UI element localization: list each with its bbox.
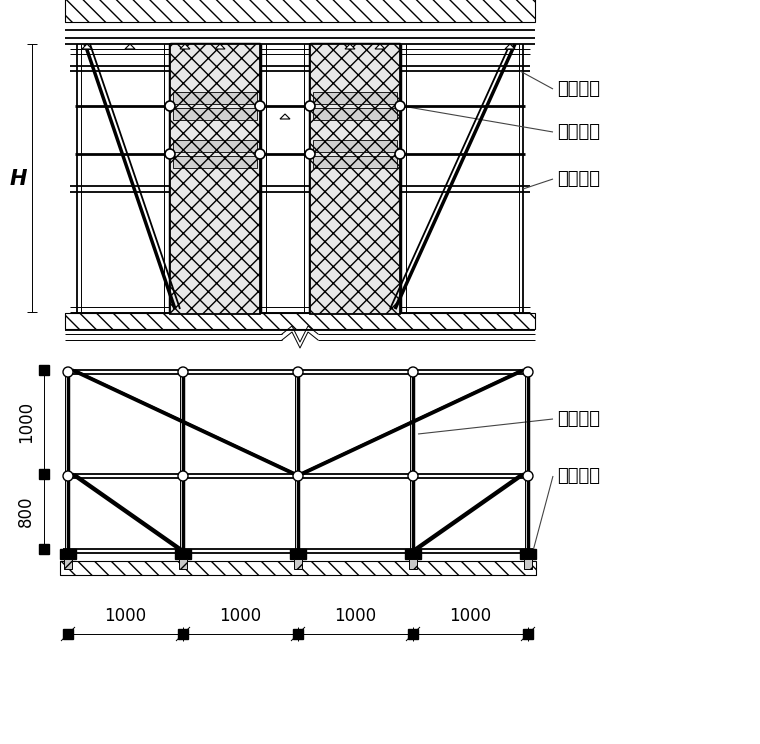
Polygon shape [375,44,385,49]
Bar [313,156,397,168]
Polygon shape [280,114,290,119]
Bar [173,140,257,152]
Circle shape [523,367,533,377]
Bar [524,559,532,569]
Text: 加固钒管: 加固钒管 [557,170,600,188]
Bar [520,549,536,559]
Bar [313,108,397,120]
Bar [39,365,49,375]
Text: 对拉丝杆: 对拉丝杆 [557,123,600,141]
Circle shape [165,101,175,111]
Text: H: H [9,169,27,189]
Polygon shape [345,44,355,49]
Circle shape [63,471,73,481]
Circle shape [395,101,405,111]
Text: 1000: 1000 [17,401,35,443]
Bar [179,559,187,569]
Bar [294,559,302,569]
Bar [60,549,76,559]
Bar [405,549,421,559]
Circle shape [63,367,73,377]
Text: 加固斜撑: 加固斜撑 [557,410,600,428]
Bar [310,44,400,314]
Bar [170,44,260,314]
Bar [409,559,417,569]
Circle shape [178,367,188,377]
Text: 1000: 1000 [104,607,147,625]
Circle shape [305,149,315,159]
Text: 1000: 1000 [220,607,261,625]
Bar [64,559,72,569]
Polygon shape [125,44,135,49]
Bar [65,0,535,22]
Bar [173,156,257,168]
Circle shape [178,471,188,481]
Circle shape [305,101,315,111]
Polygon shape [82,44,92,49]
Circle shape [408,471,418,481]
Bar [523,629,533,639]
Circle shape [395,149,405,159]
Bar [39,544,49,554]
Polygon shape [505,44,515,49]
Bar [313,140,397,152]
Bar [175,549,191,559]
Bar [63,629,73,639]
Bar [39,469,49,479]
Circle shape [165,149,175,159]
Circle shape [523,471,533,481]
Polygon shape [180,44,190,49]
Text: 支撑垫板: 支撑垫板 [557,467,600,485]
Circle shape [255,149,265,159]
Text: 1000: 1000 [449,607,492,625]
Bar [65,313,535,329]
Bar [313,92,397,104]
Bar [290,549,306,559]
Circle shape [293,367,303,377]
Circle shape [293,471,303,481]
Text: 800: 800 [17,496,35,527]
Circle shape [255,101,265,111]
Bar [178,629,188,639]
Polygon shape [215,44,225,49]
Bar [293,629,303,639]
Bar [408,629,418,639]
Text: 1000: 1000 [334,607,376,625]
Bar [173,108,257,120]
Bar [60,561,536,575]
Circle shape [408,367,418,377]
Bar [173,92,257,104]
Text: 框梁斜撑: 框梁斜撑 [557,80,600,98]
